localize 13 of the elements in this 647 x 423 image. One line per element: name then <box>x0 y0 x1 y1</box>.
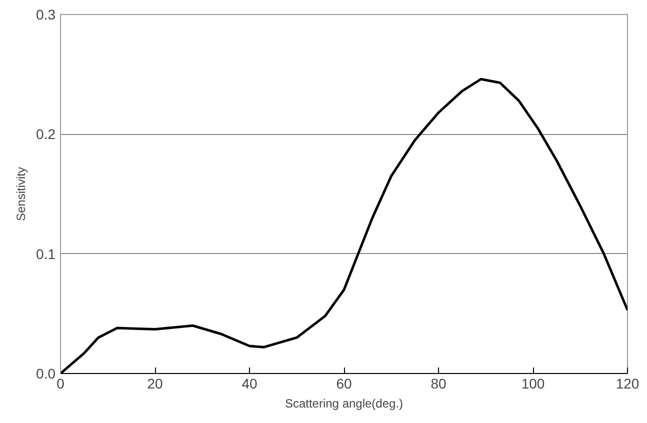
x-axis-title: Scattering angle(deg.) <box>284 396 404 410</box>
x-tick-label: 120 <box>616 376 640 392</box>
x-tick-label: 100 <box>521 376 545 392</box>
x-tick-label: 60 <box>336 376 352 392</box>
x-tick-label: 80 <box>430 376 446 392</box>
y-tick-label: 0.0 <box>36 366 56 382</box>
y-tick-label: 0.3 <box>36 6 56 22</box>
y-tick-label: 0.1 <box>36 246 56 262</box>
x-tick-label: 0 <box>56 376 65 392</box>
y-axis-title: Sensitivity <box>14 166 28 222</box>
x-tick-label: 20 <box>147 376 163 392</box>
y-tick-label: 0.2 <box>36 126 56 142</box>
x-tick-label: 40 <box>242 376 258 392</box>
